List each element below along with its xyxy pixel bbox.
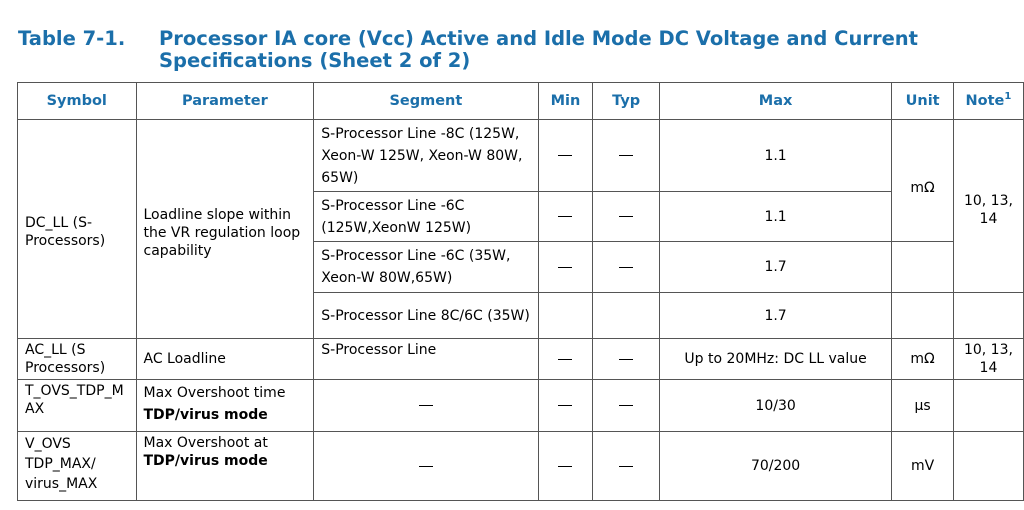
t-ovs-parameter: Max Overshoot time TDP/virus mode [135, 379, 315, 432]
dash-mark [619, 216, 634, 217]
header-max: Max [658, 82, 893, 120]
header-min: Min [537, 82, 594, 120]
dc-ll-note: 10, 13, 14 [952, 119, 1024, 293]
dc-ll-max-4: 1.7 [658, 292, 893, 339]
dc-ll-max-2: 1.1 [658, 191, 893, 242]
v-ovs-parameter-bold: TDP/virus mode [143, 453, 268, 469]
dash-mark [558, 405, 573, 406]
ac-ll-parameter: AC Loadline [135, 338, 315, 380]
dc-ll-min-1 [537, 119, 594, 192]
t-ovs-parameter-text: Max Overshoot time [143, 385, 286, 401]
dc-ll-unit-empty [891, 241, 954, 293]
table-title-line-1: Processor IA core (Vcc) Active and Idle … [159, 27, 918, 50]
t-ovs-typ [592, 379, 660, 432]
dc-ll-unit: mΩ [891, 119, 954, 242]
header-parameter: Parameter [135, 82, 315, 120]
v-ovs-typ [592, 431, 660, 501]
v-ovs-min [537, 431, 594, 501]
dash-mark [418, 465, 433, 467]
ac-ll-segment: S-Processor Line [313, 338, 539, 380]
dash-mark [619, 266, 634, 268]
t-ovs-min [537, 379, 594, 432]
dc-ll-max-3: 1.7 [658, 241, 893, 293]
t-ovs-segment [313, 379, 539, 432]
header-note-superscript: 1 [1004, 91, 1012, 102]
dc-ll-note-empty [952, 292, 1024, 339]
header-symbol: Symbol [17, 82, 137, 120]
dash-mark [619, 358, 634, 360]
ac-ll-max: Up to 20MHz: DC LL value [658, 338, 893, 380]
dc-ll-segment-3: S-Processor Line -6C (35W, Xeon-W 80W,65… [313, 241, 539, 293]
ac-ll-typ [592, 338, 660, 380]
dc-ll-segment-4: S-Processor Line 8C/6C (35W) [313, 292, 539, 339]
dc-ll-min-2 [537, 191, 594, 242]
ac-ll-symbol: AC_LL (S Processors) [17, 338, 137, 380]
v-ovs-parameter: Max Overshoot at TDP/virus mode [135, 431, 315, 501]
dc-ll-segment-2: S-Processor Line -6C (125W,XeonW 125W) [313, 191, 539, 242]
header-segment: Segment [313, 82, 539, 120]
dc-ll-segment-1: S-Processor Line -8C (125W, Xeon-W 125W,… [313, 119, 539, 192]
t-ovs-max: 10/30 [658, 379, 893, 432]
ac-ll-unit: mΩ [891, 338, 954, 380]
dash-mark [558, 266, 573, 268]
dc-ll-max-1: 1.1 [658, 119, 893, 192]
t-ovs-parameter-bold: TDP/virus mode [143, 407, 268, 423]
specification-table: Symbol Parameter Segment Min Typ Max Uni… [17, 82, 1024, 501]
dc-ll-unit-empty-2 [891, 292, 954, 339]
dc-ll-parameter: Loadline slope within the VR regulation … [135, 119, 315, 339]
table-row: V_OVS TDP_MAX/ virus_MAX Max Overshoot a… [17, 431, 1024, 501]
header-typ: Typ [592, 82, 660, 120]
dc-ll-min-3 [537, 241, 594, 293]
dash-mark [619, 405, 634, 406]
dash-mark [558, 358, 573, 360]
table-row: S-Processor Line 8C/6C (35W) 1.7 [18, 292, 1024, 339]
v-ovs-note [952, 431, 1024, 501]
dash-mark [558, 155, 573, 156]
t-ovs-unit: µs [891, 379, 954, 432]
dash-mark [619, 465, 634, 467]
ac-ll-note: 10, 13, 14 [952, 338, 1024, 380]
dash-mark [558, 465, 573, 467]
v-ovs-symbol: V_OVS TDP_MAX/ virus_MAX [17, 431, 137, 501]
v-ovs-segment [313, 431, 539, 501]
t-ovs-note [952, 379, 1024, 432]
header-note: Note1 [952, 82, 1024, 120]
ac-ll-min [537, 338, 594, 380]
table-title-line-2: Specifications (Sheet 2 of 2) [159, 49, 471, 72]
header-unit: Unit [891, 82, 954, 120]
header-row: Symbol Parameter Segment Min Typ Max Uni… [17, 82, 1024, 120]
table-row: AC_LL (S Processors) AC Loadline S-Proce… [17, 338, 1024, 380]
dc-ll-typ-2 [592, 191, 660, 242]
dash-mark [619, 155, 634, 156]
table-row: DC_LL (S-Processors) Loadline slope with… [17, 119, 1024, 339]
t-ovs-symbol: T_OVS_TDP_MAX [17, 379, 137, 432]
dash-mark [558, 216, 573, 217]
table-row: T_OVS_TDP_MAX Max Overshoot time TDP/vir… [17, 379, 1024, 432]
table-number: Table 7-1. [18, 27, 126, 50]
v-ovs-unit: mV [891, 431, 954, 501]
v-ovs-parameter-text: Max Overshoot at [143, 435, 268, 451]
dc-ll-typ-4 [592, 292, 660, 339]
dc-ll-typ-1 [592, 119, 660, 192]
header-note-label: Note [965, 93, 1005, 109]
dash-mark [418, 405, 433, 406]
v-ovs-max: 70/200 [658, 431, 893, 501]
dc-ll-typ-3 [592, 241, 660, 293]
dc-ll-min-4 [537, 292, 594, 339]
dc-ll-symbol: DC_LL (S-Processors) [17, 119, 137, 339]
